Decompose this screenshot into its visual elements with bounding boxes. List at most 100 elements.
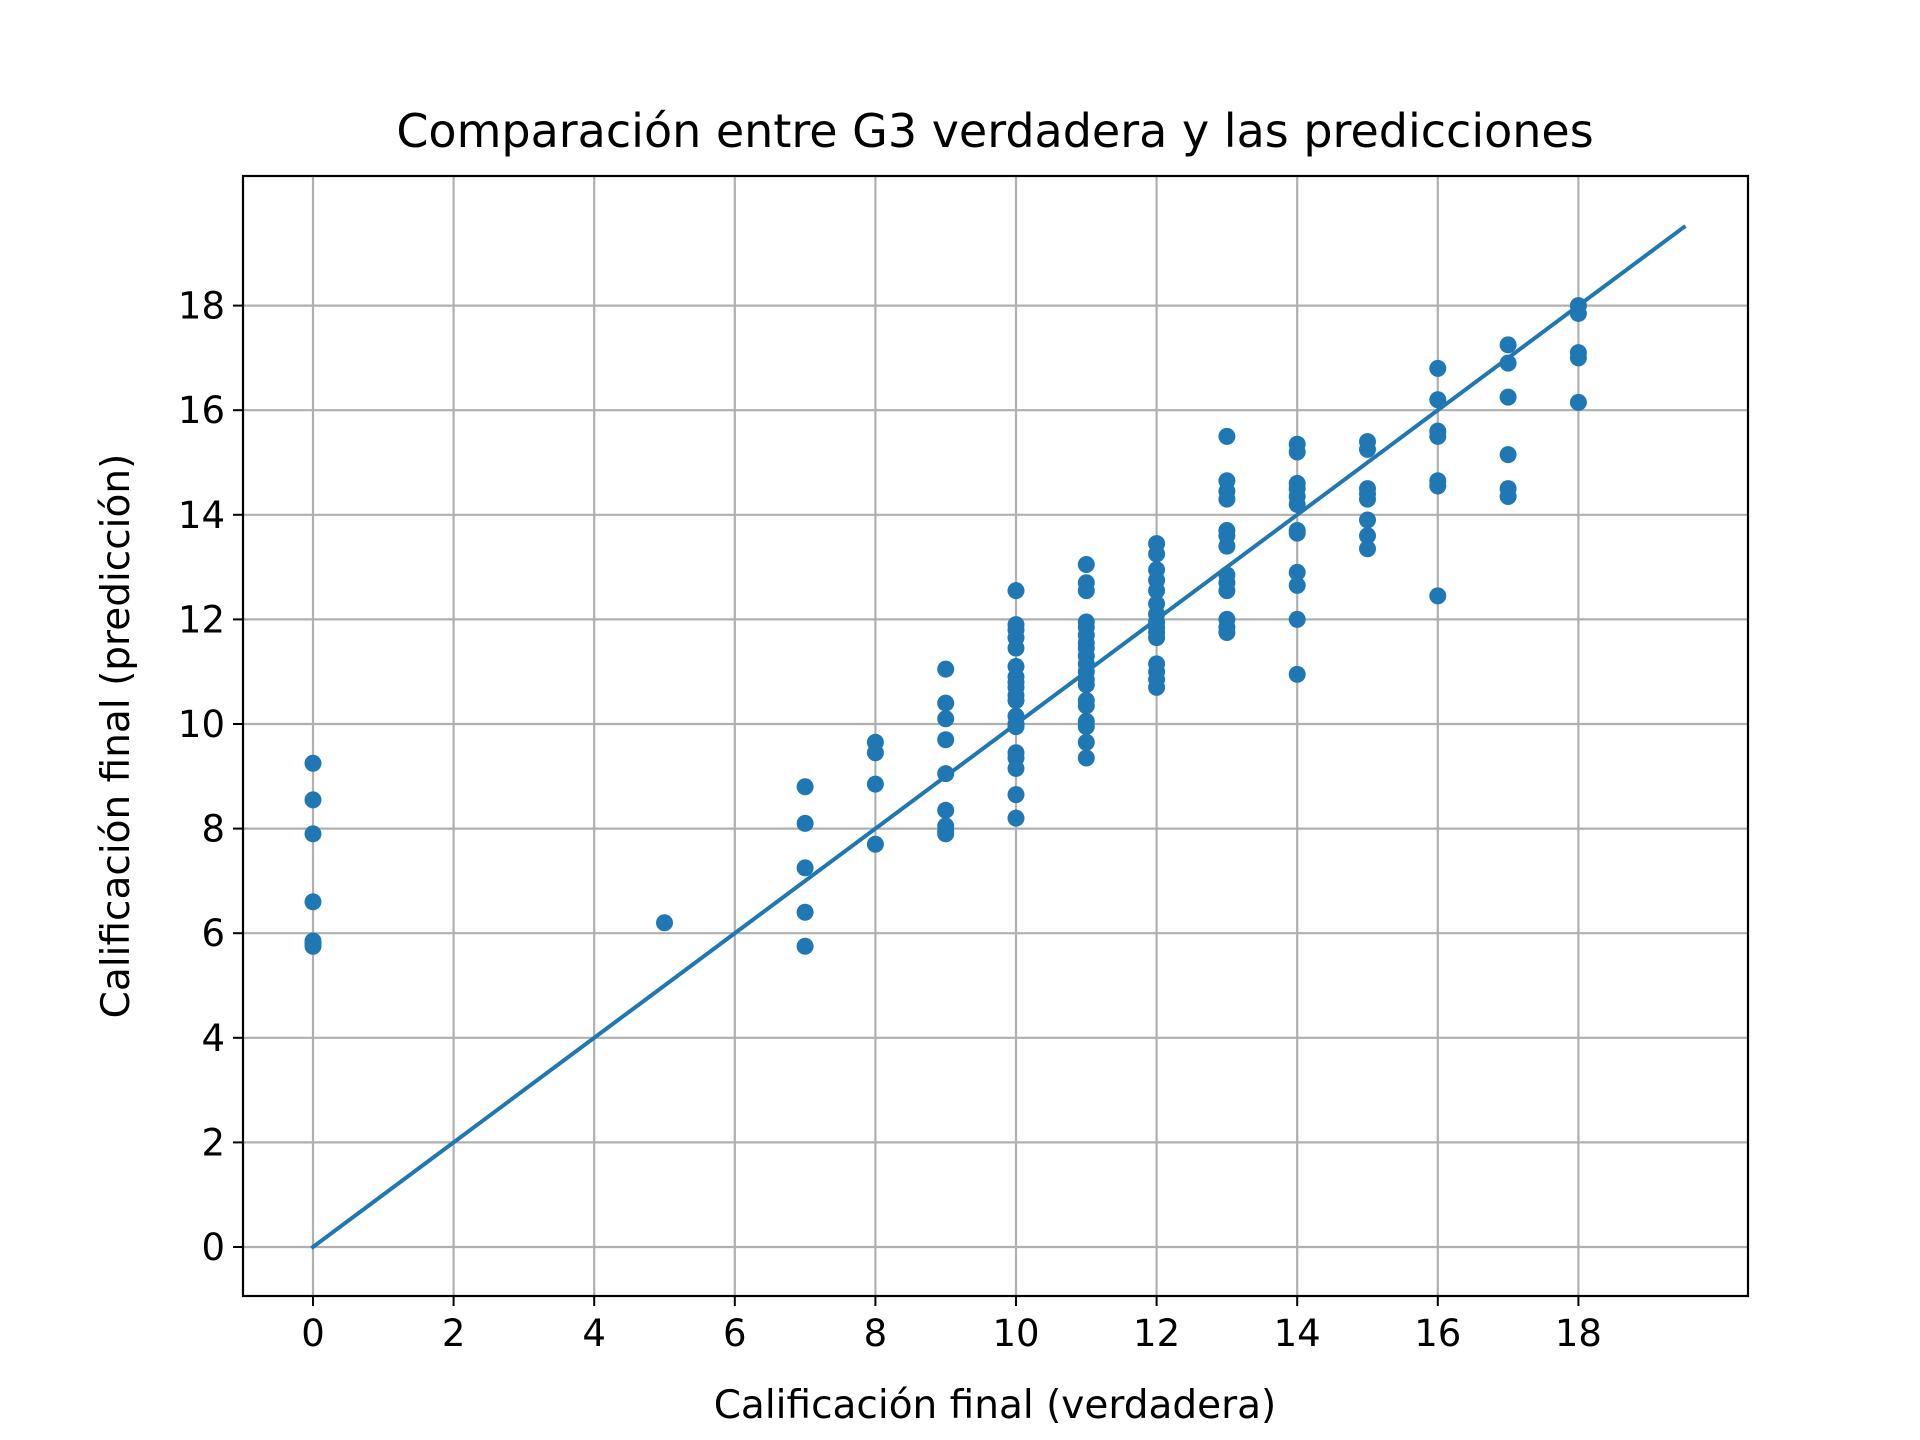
y-tick-label: 16 [178, 389, 225, 432]
scatter-point [937, 710, 955, 728]
scatter-point [1288, 665, 1306, 683]
scatter-point [304, 754, 322, 772]
scatter-points [304, 297, 1587, 955]
y-tick-label: 14 [178, 494, 225, 537]
scatter-point [1007, 691, 1025, 709]
x-tick-label: 12 [1133, 1312, 1180, 1355]
scatter-point [796, 903, 814, 921]
scatter-point [1288, 524, 1306, 542]
scatter-point [1077, 697, 1095, 715]
scatter-point [1569, 304, 1587, 322]
ticks: 0 2 4 6 8 10 12 14 16 18 0 2 4 6 8 10 12 14 16 18 [178, 285, 1602, 1355]
scatter-point [1288, 610, 1306, 628]
scatter-point [1359, 490, 1376, 508]
x-tick-label: 8 [864, 1312, 888, 1355]
scatter-point [796, 859, 814, 877]
reference-line [310, 224, 1687, 1250]
scatter-point [1499, 388, 1517, 406]
reference-line-group [310, 224, 1687, 1250]
scatter-point [1429, 359, 1447, 377]
scatter-point [1007, 759, 1025, 777]
plot-frame [241, 174, 1750, 1298]
scatter-point [1569, 393, 1587, 411]
scatter-point [1429, 391, 1447, 409]
x-tick-label: 18 [1555, 1312, 1602, 1355]
scatter-point [304, 937, 322, 955]
x-tick-label: 0 [301, 1312, 325, 1355]
scatter-point [1429, 477, 1447, 495]
scatter-point [1007, 582, 1025, 600]
scatter-point [1218, 582, 1236, 600]
scatter-point [796, 937, 814, 955]
x-tick-label: 14 [1274, 1312, 1321, 1355]
scatter-point [1007, 718, 1025, 736]
scatter-point [1007, 639, 1025, 657]
y-axis-label: Calificación final (predicción) [94, 454, 139, 1019]
scatter-point [796, 814, 814, 832]
scatter-point [304, 791, 322, 809]
x-tick-label: 16 [1414, 1312, 1461, 1355]
y-tick-label: 4 [201, 1017, 225, 1060]
scatter-point [1148, 582, 1166, 600]
scatter-point [866, 744, 884, 762]
scatter-point [1148, 545, 1166, 563]
scatter-point [304, 893, 322, 911]
scatter-point [1499, 487, 1517, 505]
scatter-point [1218, 427, 1236, 445]
y-tick-label: 8 [201, 808, 225, 851]
scatter-point [1569, 349, 1587, 367]
scatter-point [1077, 733, 1095, 751]
scatter-point [866, 835, 884, 853]
scatter-point [937, 731, 955, 749]
scatter-point [937, 765, 955, 783]
scatter-point [304, 825, 322, 843]
chart-title: Comparación entre G3 verdadera y las pre… [396, 104, 1593, 158]
grid [243, 176, 1748, 1296]
y-tick-label: 6 [201, 912, 225, 955]
x-axis-label: Calificación final (verdadera) [714, 1383, 1277, 1428]
scatter-point [1077, 676, 1095, 694]
scatter-point [1359, 540, 1376, 558]
scatter-point [1359, 527, 1376, 545]
scatter-point [1007, 809, 1025, 827]
scatter-point [1429, 587, 1447, 605]
scatter-point [937, 801, 955, 819]
y-tick-label: 0 [201, 1226, 225, 1269]
scatter-point [1499, 354, 1517, 372]
scatter-point [1359, 440, 1376, 458]
y-tick-label: 10 [178, 703, 225, 746]
scatter-point [937, 694, 955, 712]
scatter-point [1148, 678, 1166, 696]
scatter-point [1288, 563, 1306, 581]
scatter-point [1148, 629, 1166, 647]
scatter-point [1077, 718, 1095, 736]
scatter-point [1077, 749, 1095, 767]
scatter-point [1288, 495, 1306, 513]
scatter-point [937, 660, 955, 678]
y-tick-label: 18 [178, 285, 225, 328]
x-tick-label: 10 [992, 1312, 1039, 1355]
scatter-point [1218, 490, 1236, 508]
y-tick-label: 2 [201, 1121, 225, 1164]
scatter-point [1499, 336, 1517, 354]
scatter-point [1077, 582, 1095, 600]
scatter-point [656, 914, 673, 932]
scatter-point [1288, 443, 1306, 461]
scatter-point [1007, 786, 1025, 804]
scatter-point [1288, 576, 1306, 594]
x-tick-label: 2 [442, 1312, 466, 1355]
x-tick-label: 4 [582, 1312, 606, 1355]
scatter-point [796, 778, 814, 796]
scatter-point [1218, 537, 1236, 555]
scatter-point [1429, 427, 1447, 445]
scatter-point [937, 825, 955, 843]
y-tick-label: 12 [178, 598, 225, 641]
scatter-point [1359, 511, 1376, 529]
scatter-point [866, 775, 884, 793]
scatter-point [1218, 623, 1236, 641]
scatter-point [1499, 446, 1517, 464]
scatter-point [1077, 555, 1095, 573]
x-tick-label: 6 [723, 1312, 747, 1355]
